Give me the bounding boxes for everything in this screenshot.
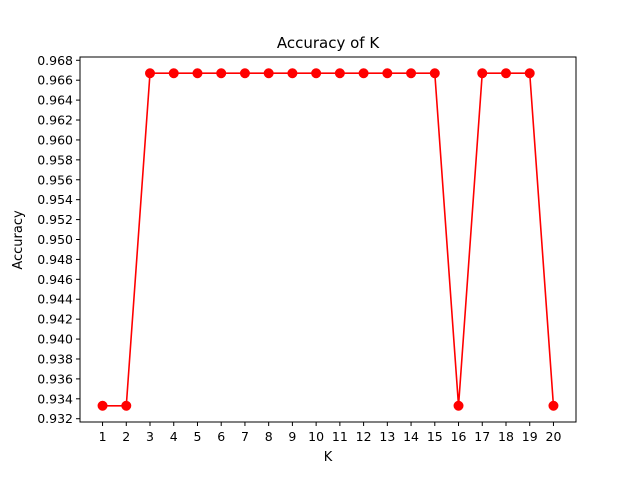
x-tick-label: 7 xyxy=(241,429,249,444)
x-tick-label: 19 xyxy=(522,429,538,444)
x-tick-label: 3 xyxy=(146,429,154,444)
y-tick-label: 0.944 xyxy=(37,292,73,307)
data-point xyxy=(358,68,369,79)
data-point xyxy=(500,68,511,79)
x-tick-label: 9 xyxy=(288,429,296,444)
x-tick-label: 1 xyxy=(99,429,107,444)
data-point xyxy=(524,68,535,79)
data-point xyxy=(334,68,345,79)
y-tick-label: 0.932 xyxy=(37,411,73,426)
x-tick-label: 15 xyxy=(427,429,443,444)
data-point xyxy=(406,68,417,79)
x-tick-label: 17 xyxy=(474,429,490,444)
y-tick-label: 0.954 xyxy=(37,192,73,207)
series-line xyxy=(102,72,555,407)
x-tick-label: 16 xyxy=(451,429,467,444)
y-tick-label: 0.936 xyxy=(37,371,73,386)
plot-area: 0.932 0.934 0.936 0.938 0.940 0.942 0.944 0.946… xyxy=(37,53,577,444)
y-tick-label: 0.966 xyxy=(37,73,73,88)
x-tick-label: 20 xyxy=(546,429,562,444)
data-point xyxy=(192,68,203,79)
x-tick-label: 12 xyxy=(356,429,372,444)
data-point xyxy=(429,68,440,79)
y-tick-label: 0.946 xyxy=(37,272,73,287)
y-tick-label: 0.962 xyxy=(37,113,73,128)
data-point xyxy=(121,400,132,411)
y-tick-label: 0.956 xyxy=(37,172,73,187)
y-tick-label: 0.968 xyxy=(37,53,73,68)
x-tick-label: 10 xyxy=(308,429,324,444)
y-tick-label: 0.964 xyxy=(37,93,73,108)
data-point xyxy=(477,68,488,79)
data-point xyxy=(97,400,108,411)
x-tick-label: 11 xyxy=(332,429,348,444)
y-tick-label: 0.934 xyxy=(37,391,73,406)
data-point xyxy=(145,68,156,79)
y-tick-label: 0.942 xyxy=(37,312,73,327)
data-point xyxy=(548,400,559,411)
x-tick-label: 13 xyxy=(379,429,395,444)
x-axis-label: K xyxy=(324,450,333,465)
x-tick-label: 18 xyxy=(498,429,514,444)
data-point xyxy=(453,400,464,411)
chart-title: Accuracy of K xyxy=(277,34,380,52)
data-point xyxy=(216,68,227,79)
data-point xyxy=(263,68,274,79)
x-tick-label: 2 xyxy=(122,429,130,444)
y-tick-label: 0.940 xyxy=(37,332,73,347)
data-point xyxy=(287,68,298,79)
y-axis-label: Accuracy xyxy=(11,210,26,270)
y-tick-label: 0.958 xyxy=(37,152,73,167)
data-point xyxy=(239,68,250,79)
data-point xyxy=(168,68,179,79)
x-tick-label: 5 xyxy=(193,429,201,444)
y-tick-label: 0.960 xyxy=(37,132,73,147)
data-point xyxy=(311,68,322,79)
x-tick-label: 6 xyxy=(217,429,225,444)
y-tick-label: 0.952 xyxy=(37,212,73,227)
y-tick-label: 0.950 xyxy=(37,232,73,247)
data-point xyxy=(382,68,393,79)
x-tick-label: 8 xyxy=(265,429,273,444)
x-tick-label: 14 xyxy=(403,429,419,444)
y-tick-label: 0.948 xyxy=(37,252,73,267)
x-tick-label: 4 xyxy=(170,429,178,444)
plot-frame xyxy=(79,56,577,423)
y-tick-label: 0.938 xyxy=(37,351,73,366)
